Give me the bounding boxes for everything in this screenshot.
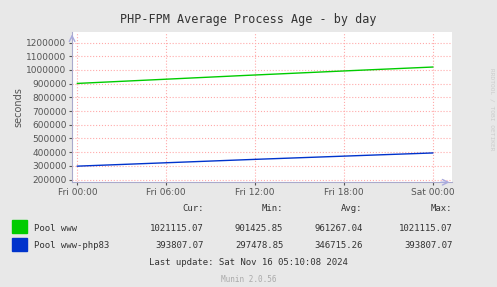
Text: 346715.26: 346715.26: [315, 241, 363, 250]
Text: 297478.85: 297478.85: [235, 241, 283, 250]
Text: Munin 2.0.56: Munin 2.0.56: [221, 275, 276, 284]
Text: Pool www-php83: Pool www-php83: [34, 241, 109, 250]
Text: 393807.07: 393807.07: [404, 241, 452, 250]
Text: Avg:: Avg:: [341, 204, 363, 213]
Text: Pool www: Pool www: [34, 224, 77, 233]
Text: Max:: Max:: [431, 204, 452, 213]
Text: 961267.04: 961267.04: [315, 224, 363, 233]
Text: 393807.07: 393807.07: [156, 241, 204, 250]
Text: PHP-FPM Average Process Age - by day: PHP-FPM Average Process Age - by day: [120, 13, 377, 26]
Y-axis label: seconds: seconds: [13, 87, 23, 127]
Text: Min:: Min:: [262, 204, 283, 213]
Text: Last update: Sat Nov 16 05:10:08 2024: Last update: Sat Nov 16 05:10:08 2024: [149, 259, 348, 267]
Text: 901425.85: 901425.85: [235, 224, 283, 233]
Text: RRDTOOL / TOBI OETIKER: RRDTOOL / TOBI OETIKER: [490, 68, 495, 150]
Text: 1021115.07: 1021115.07: [399, 224, 452, 233]
Text: Cur:: Cur:: [182, 204, 204, 213]
Text: 1021115.07: 1021115.07: [150, 224, 204, 233]
